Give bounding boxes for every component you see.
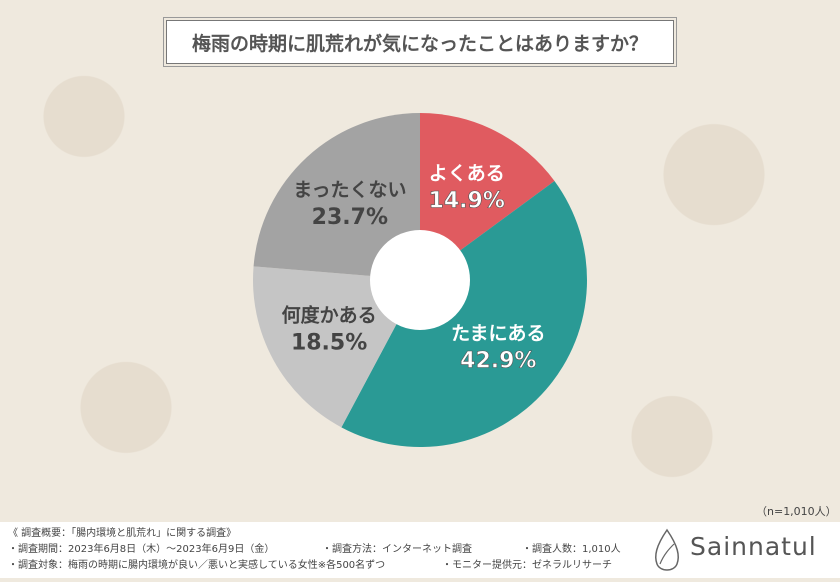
slice-0 [420, 113, 555, 280]
survey-count: ・調査人数：1,010人 [522, 544, 621, 555]
survey-target: ・調査対象：梅雨の時期に腸内環境が良い／悪いと実感している女性※各500名ずつ [8, 560, 386, 571]
slice-label: よくある [429, 163, 505, 185]
survey-overview: 《 調査概要：「腸内環境と肌荒れ」に関する調査》 [8, 528, 237, 539]
slice-value: 23.7% [312, 205, 388, 230]
survey-method: ・調査方法：インターネット調査 [322, 544, 472, 555]
slice-label: 何度かある [282, 304, 377, 327]
survey-period: ・調査期間：2023年6月8日（木）～2023年6月9日（金） [8, 544, 275, 555]
slice-1 [341, 180, 587, 447]
survey-provider: ・モニター提供元：ゼネラルリサーチ [442, 560, 612, 571]
slice-value: 18.5% [291, 331, 367, 356]
footer: 《 調査概要：「腸内環境と肌荒れ」に関する調査》 ・調査期間：2023年6月8日… [0, 522, 840, 578]
donut-hole [370, 230, 470, 330]
chart-title: 梅雨の時期に肌荒れが気になったことはありますか？ [163, 17, 677, 67]
brand-logo: Sainnatul [690, 532, 817, 561]
slice-label: たまにある [451, 323, 545, 345]
logo-drop-icon [655, 528, 679, 571]
sample-size: （n=1,010人） [756, 505, 837, 518]
slice-value: 14.9% [429, 189, 505, 214]
slice-value: 42.9% [460, 349, 536, 374]
slice-label: まったくない [293, 179, 406, 201]
donut-chart: よくある 14.9% たまにある 42.9% 何度かある 18.5% まったくない 23.7% [253, 113, 587, 447]
slice-3 [253, 113, 420, 280]
